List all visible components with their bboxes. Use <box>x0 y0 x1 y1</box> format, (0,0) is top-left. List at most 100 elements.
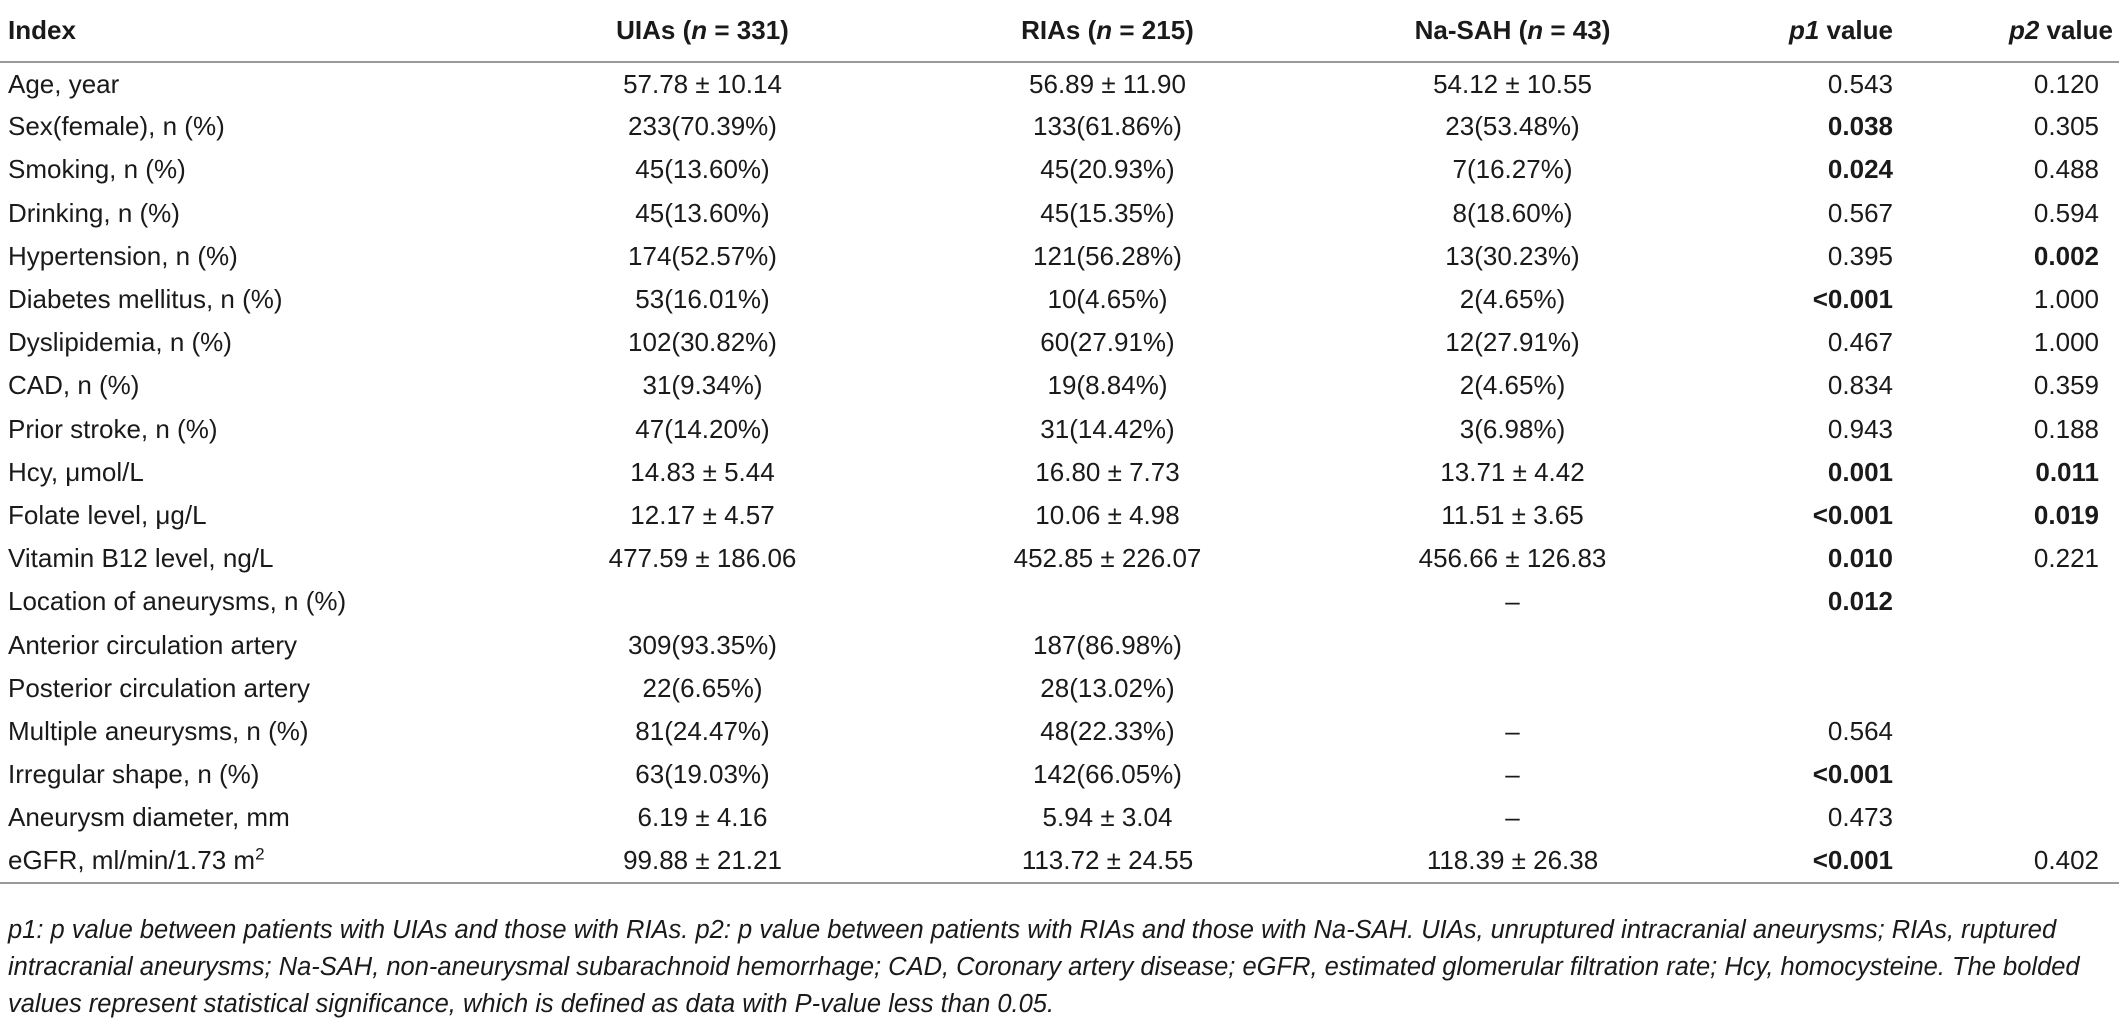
cell-nasah: 23(53.48%) <box>1310 105 1715 148</box>
cell-index-text: Age, year <box>8 68 120 99</box>
cell-p2-value-text: 1.000 <box>2033 284 2099 315</box>
cell-rias-text: 31(14.42%) <box>1040 413 1175 444</box>
cell-p1-value: <0.001 <box>1715 494 1925 537</box>
cell-index-text: Diabetes mellitus, n (%) <box>8 284 283 315</box>
cell-rias: 16.80 ± 7.73 <box>905 451 1310 494</box>
cell-p2-value: 0.188 <box>1925 408 2119 451</box>
table-row: Prior stroke, n (%) 47(14.20%) 31(14.42%) 3… <box>0 408 2119 451</box>
table-row: Location of aneurysms, n (%) – 0.012 <box>0 580 2119 623</box>
table-row: Vitamin B12 level, ng/L 477.59 ± 186.06 45… <box>0 537 2119 580</box>
cell-p1-value: 0.010 <box>1715 537 1925 580</box>
cell-p1-value-text: 0.473 <box>1827 802 1893 833</box>
cell-uias: 63(19.03%) <box>500 753 905 796</box>
cell-p1-value-text: <0.001 <box>1812 499 1893 530</box>
cell-p1-value: 0.395 <box>1715 235 1925 278</box>
cell-nasah: – <box>1310 753 1715 796</box>
cell-rias: 60(27.91%) <box>905 321 1310 364</box>
cell-uias: 22(6.65%) <box>500 667 905 710</box>
cell-nasah: – <box>1310 710 1715 753</box>
cell-p2-value-text: 0.221 <box>2033 543 2099 574</box>
cell-uias <box>500 580 905 623</box>
cell-nasah-text: 12(27.91%) <box>1445 327 1580 358</box>
cell-uias-text: 174(52.57%) <box>628 240 777 271</box>
cell-rias: 10.06 ± 4.98 <box>905 494 1310 537</box>
cell-nasah: – <box>1310 580 1715 623</box>
cell-index: eGFR, ml/min/1.73 m2 <box>0 839 500 882</box>
table-header: Index UIAs (n = 331) RIAs (n = 215) Na-S… <box>0 0 2119 62</box>
cell-nasah-text: 3(6.98%) <box>1459 413 1566 444</box>
cell-rias-text: 5.94 ± 3.04 <box>1042 802 1173 833</box>
cell-nasah: 2(4.65%) <box>1310 364 1715 407</box>
cell-nasah-text: 13.71 ± 4.42 <box>1440 456 1585 487</box>
table-footnote: p1: p value between patients with UIAs a… <box>8 916 2080 1018</box>
cell-p1-value-text: 0.395 <box>1827 240 1893 271</box>
cell-index: CAD, n (%) <box>0 364 500 407</box>
table-row: Age, year 57.78 ± 10.14 56.89 ± 11.90 54.12… <box>0 62 2119 105</box>
cell-rias: 142(66.05%) <box>905 753 1310 796</box>
cell-p2-value <box>1925 623 2119 666</box>
cell-index: Folate level, μg/L <box>0 494 500 537</box>
cell-p1-value: 0.001 <box>1715 451 1925 494</box>
cell-nasah-text: – <box>1505 715 1520 746</box>
cell-uias-text: 53(16.01%) <box>635 284 770 315</box>
cell-rias: 19(8.84%) <box>905 364 1310 407</box>
table-row: Hypertension, n (%) 174(52.57%) 121(56.28%… <box>0 235 2119 278</box>
cell-uias: 309(93.35%) <box>500 623 905 666</box>
cell-index-text: Irregular shape, n (%) <box>8 759 260 790</box>
cell-p2-value-text: 0.305 <box>2033 111 2099 142</box>
cell-index: Smoking, n (%) <box>0 148 500 191</box>
cell-uias-text: 99.88 ± 21.21 <box>623 844 782 875</box>
cell-uias: 45(13.60%) <box>500 148 905 191</box>
cell-p1-value-text: 0.564 <box>1827 715 1893 746</box>
cell-index: Anterior circulation artery <box>0 623 500 666</box>
cell-nasah: 2(4.65%) <box>1310 278 1715 321</box>
cell-uias-text: 45(13.60%) <box>635 197 770 228</box>
cell-uias-text: 233(70.39%) <box>628 111 777 142</box>
header-rias: RIAs (n = 215) <box>1021 15 1194 45</box>
cell-p2-value: 0.019 <box>1925 494 2119 537</box>
cell-uias: 45(13.60%) <box>500 192 905 235</box>
cell-index-text: Dyslipidemia, n (%) <box>8 327 232 358</box>
baseline-characteristics-table: Index UIAs (n = 331) RIAs (n = 215) Na-S… <box>0 0 2119 883</box>
cell-uias-text: 309(93.35%) <box>628 629 777 660</box>
cell-index: Hypertension, n (%) <box>0 235 500 278</box>
cell-rias-text: 10(4.65%) <box>1047 284 1168 315</box>
cell-rias-text: 48(22.33%) <box>1040 715 1175 746</box>
cell-uias-text: 63(19.03%) <box>635 759 770 790</box>
cell-nasah: 7(16.27%) <box>1310 148 1715 191</box>
cell-index-text: Hypertension, n (%) <box>8 240 238 271</box>
cell-p1-value <box>1715 623 1925 666</box>
cell-p2-value: 1.000 <box>1925 321 2119 364</box>
cell-index-text: Location of aneurysms, n (%) <box>8 586 347 617</box>
cell-p1-value-text: 0.010 <box>1827 543 1893 574</box>
cell-rias-text: 56.89 ± 11.90 <box>1029 68 1186 99</box>
cell-index-text: Anterior circulation artery <box>8 629 297 660</box>
cell-rias: 452.85 ± 226.07 <box>905 537 1310 580</box>
cell-uias: 47(14.20%) <box>500 408 905 451</box>
cell-uias-text: 81(24.47%) <box>635 715 770 746</box>
cell-uias: 102(30.82%) <box>500 321 905 364</box>
cell-rias-text: 121(56.28%) <box>1033 240 1182 271</box>
baseline-characteristics-table-container: Index UIAs (n = 331) RIAs (n = 215) Na-S… <box>0 0 2119 883</box>
cell-p1-value-text: 0.024 <box>1827 154 1893 185</box>
cell-rias-text: 10.06 ± 4.98 <box>1035 499 1180 530</box>
cell-uias: 81(24.47%) <box>500 710 905 753</box>
table-row: CAD, n (%) 31(9.34%) 19(8.84%) 2(4.65%) 0.83… <box>0 364 2119 407</box>
cell-p2-value-text: 0.402 <box>2033 844 2099 875</box>
cell-p1-value-text: 0.038 <box>1827 111 1893 142</box>
cell-p2-value-text: 0.594 <box>2033 197 2099 228</box>
cell-rias-text: 60(27.91%) <box>1040 327 1175 358</box>
cell-index-text: Smoking, n (%) <box>8 154 186 185</box>
cell-p2-value-text: 1.000 <box>2033 327 2099 358</box>
cell-index-text: Drinking, n (%) <box>8 197 180 228</box>
cell-p2-value: 0.488 <box>1925 148 2119 191</box>
cell-index: Diabetes mellitus, n (%) <box>0 278 500 321</box>
table-row: Aneurysm diameter, mm 6.19 ± 4.16 5.94 ± 3… <box>0 796 2119 839</box>
cell-rias-text: 142(66.05%) <box>1033 759 1182 790</box>
cell-rias-text: 45(20.93%) <box>1040 154 1175 185</box>
cell-nasah-text: 13(30.23%) <box>1445 240 1580 271</box>
cell-nasah-text: 118.39 ± 26.38 <box>1426 844 1599 875</box>
cell-p1-value-text: 0.543 <box>1827 68 1893 99</box>
cell-nasah: 54.12 ± 10.55 <box>1310 62 1715 105</box>
cell-p2-value: 0.011 <box>1925 451 2119 494</box>
